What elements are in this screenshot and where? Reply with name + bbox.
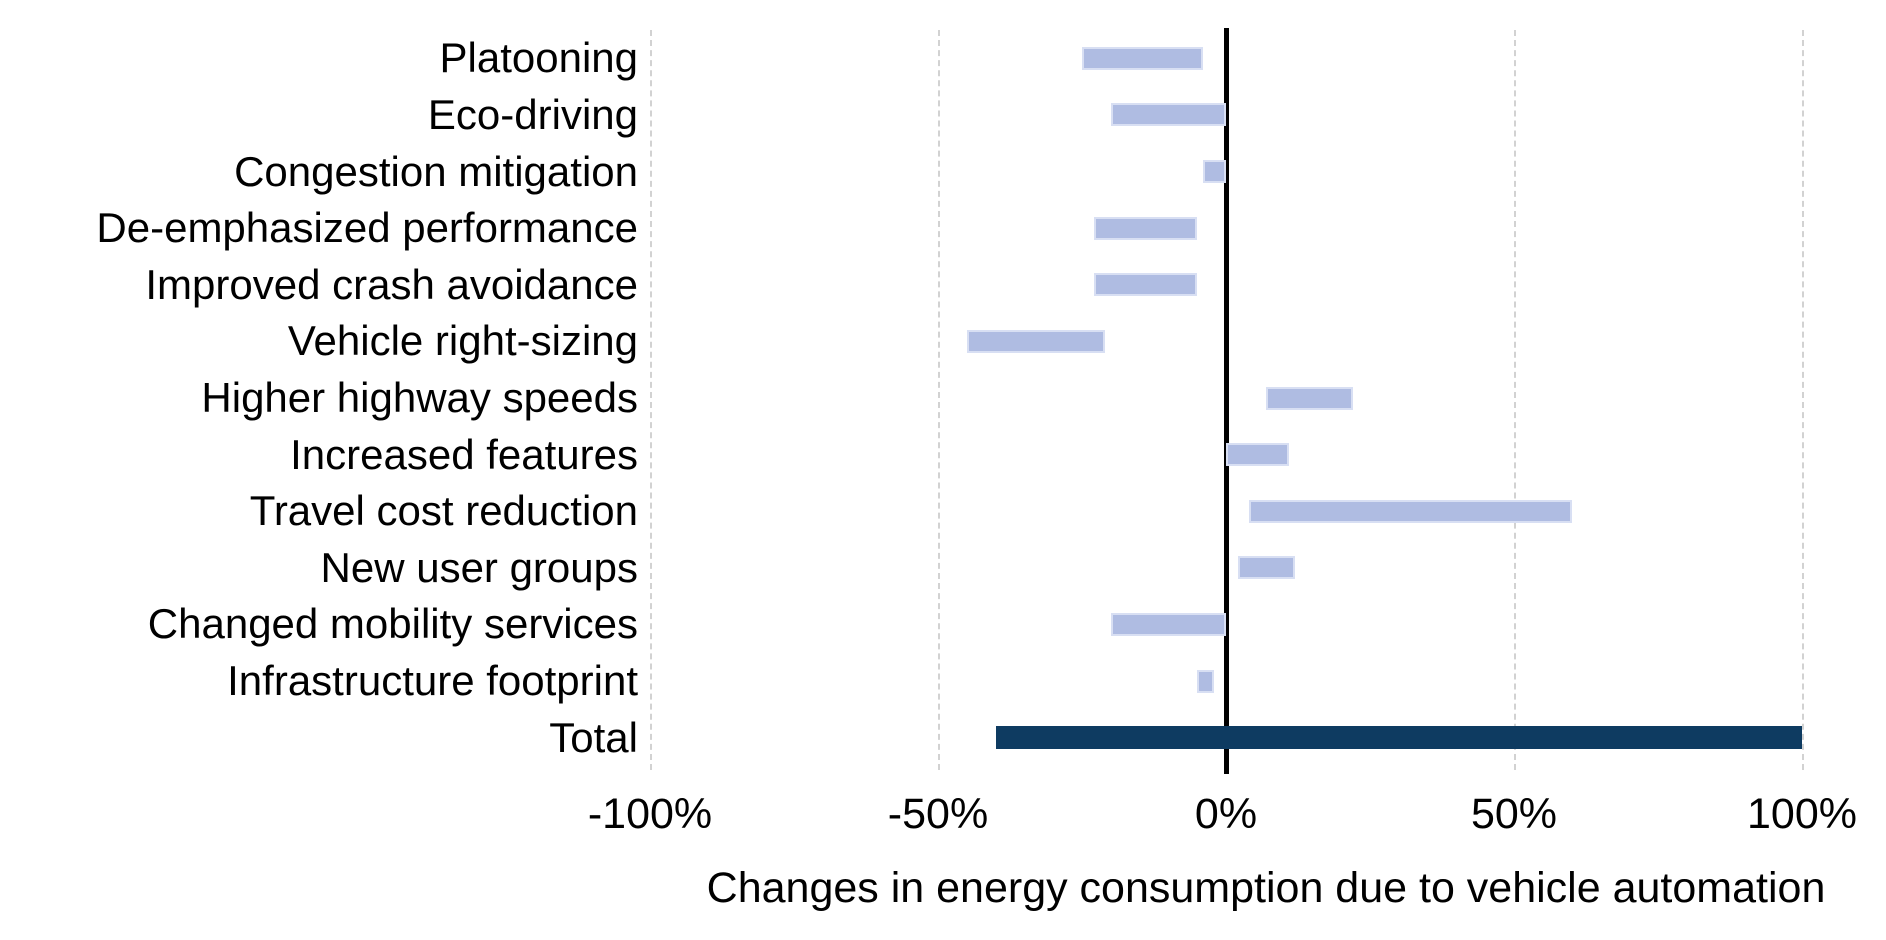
range-bar-de-emphasized-performance — [1093, 216, 1198, 240]
range-bar-total — [995, 726, 1802, 750]
category-label-increased-features: Increased features — [290, 430, 638, 478]
range-bar-increased-features — [1226, 443, 1290, 467]
x-axis-title: Changes in energy consumption due to veh… — [706, 864, 1826, 912]
range-bar-eco-driving — [1110, 103, 1226, 127]
range-bar-vehicle-right-sizing — [966, 329, 1106, 353]
range-bar-congestion-mitigation — [1202, 160, 1226, 184]
category-label-travel-cost-reduction: Travel cost reduction — [249, 487, 638, 535]
zero-axis-line — [1223, 28, 1229, 774]
x-tick-label-0: 0% — [1194, 790, 1258, 838]
range-bar-infrastructure-footprint — [1197, 669, 1215, 693]
category-label-infrastructure-footprint: Infrastructure footprint — [227, 657, 638, 705]
gridline-100 — [1802, 30, 1804, 770]
category-label-platooning: Platooning — [439, 34, 639, 82]
x-tick-label-50: 50% — [1470, 790, 1558, 838]
category-label-changed-mobility-services: Changed mobility services — [147, 600, 638, 648]
gridline-50 — [1514, 30, 1516, 770]
category-label-new-user-groups: New user groups — [320, 543, 638, 591]
x-tick-label-100: 100% — [1747, 790, 1857, 838]
category-label-eco-driving: Eco-driving — [427, 90, 638, 138]
range-bar-improved-crash-avoidance — [1093, 273, 1198, 297]
x-tick-label--50: -50% — [887, 790, 989, 838]
category-label-de-emphasized-performance: De-emphasized performance — [96, 204, 638, 252]
range-bar-new-user-groups — [1237, 556, 1296, 580]
range-bar-changed-mobility-services — [1110, 612, 1226, 636]
gridline--50 — [938, 30, 940, 770]
category-label-higher-highway-speeds: Higher highway speeds — [201, 374, 638, 421]
x-tick-label--100: -100% — [587, 790, 713, 838]
category-label-vehicle-right-sizing: Vehicle right-sizing — [287, 317, 638, 365]
category-label-total: Total — [549, 713, 638, 761]
category-label-congestion-mitigation: Congestion mitigation — [234, 147, 638, 195]
range-bar-travel-cost-reduction — [1249, 499, 1572, 523]
gridline--100 — [650, 30, 652, 770]
range-bar-higher-highway-speeds — [1266, 386, 1353, 410]
category-label-improved-crash-avoidance: Improved crash avoidance — [145, 260, 638, 308]
range-bar-platooning — [1082, 46, 1203, 70]
